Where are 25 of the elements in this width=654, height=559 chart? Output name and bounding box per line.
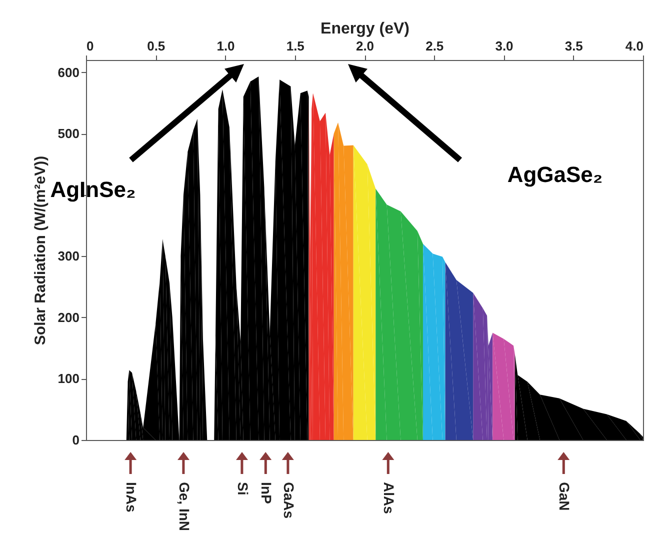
annotation: AlAs bbox=[381, 482, 398, 514]
annotation: GaN bbox=[556, 482, 573, 511]
annotation: InP bbox=[258, 482, 275, 504]
annotation: Ge, InN bbox=[176, 482, 192, 532]
annotation: InAs bbox=[124, 482, 140, 513]
x-tick-label: 1.0 bbox=[216, 38, 235, 54]
annotation: Si bbox=[234, 482, 251, 496]
y-tick-label: 500 bbox=[58, 126, 80, 142]
y-tick-label: 100 bbox=[58, 371, 80, 386]
x-tick-label: 3.0 bbox=[495, 38, 514, 54]
x-tick-label: 3.5 bbox=[564, 38, 583, 54]
y-tick-label: 300 bbox=[58, 248, 80, 264]
x-tick-label: 2.0 bbox=[356, 38, 374, 54]
y-tick-label: 600 bbox=[58, 64, 80, 80]
annotation: AgGaSe₂ bbox=[507, 162, 603, 187]
y-axis-title: Solar Radiation (W/(m²eV)) bbox=[32, 156, 49, 346]
x-tick-label: 2.5 bbox=[426, 38, 444, 54]
x-tick-label: 1.5 bbox=[286, 38, 304, 54]
y-tick-label: 200 bbox=[58, 310, 80, 325]
annotation: GaAs bbox=[280, 482, 297, 519]
x-tick-label: 4.0 bbox=[625, 38, 644, 54]
y-tick-label: 0 bbox=[72, 432, 80, 448]
x-axis-title: Energy (eV) bbox=[320, 20, 410, 38]
x-tick-label: 0.5 bbox=[147, 38, 166, 54]
x-tick-label: 0 bbox=[86, 38, 94, 54]
